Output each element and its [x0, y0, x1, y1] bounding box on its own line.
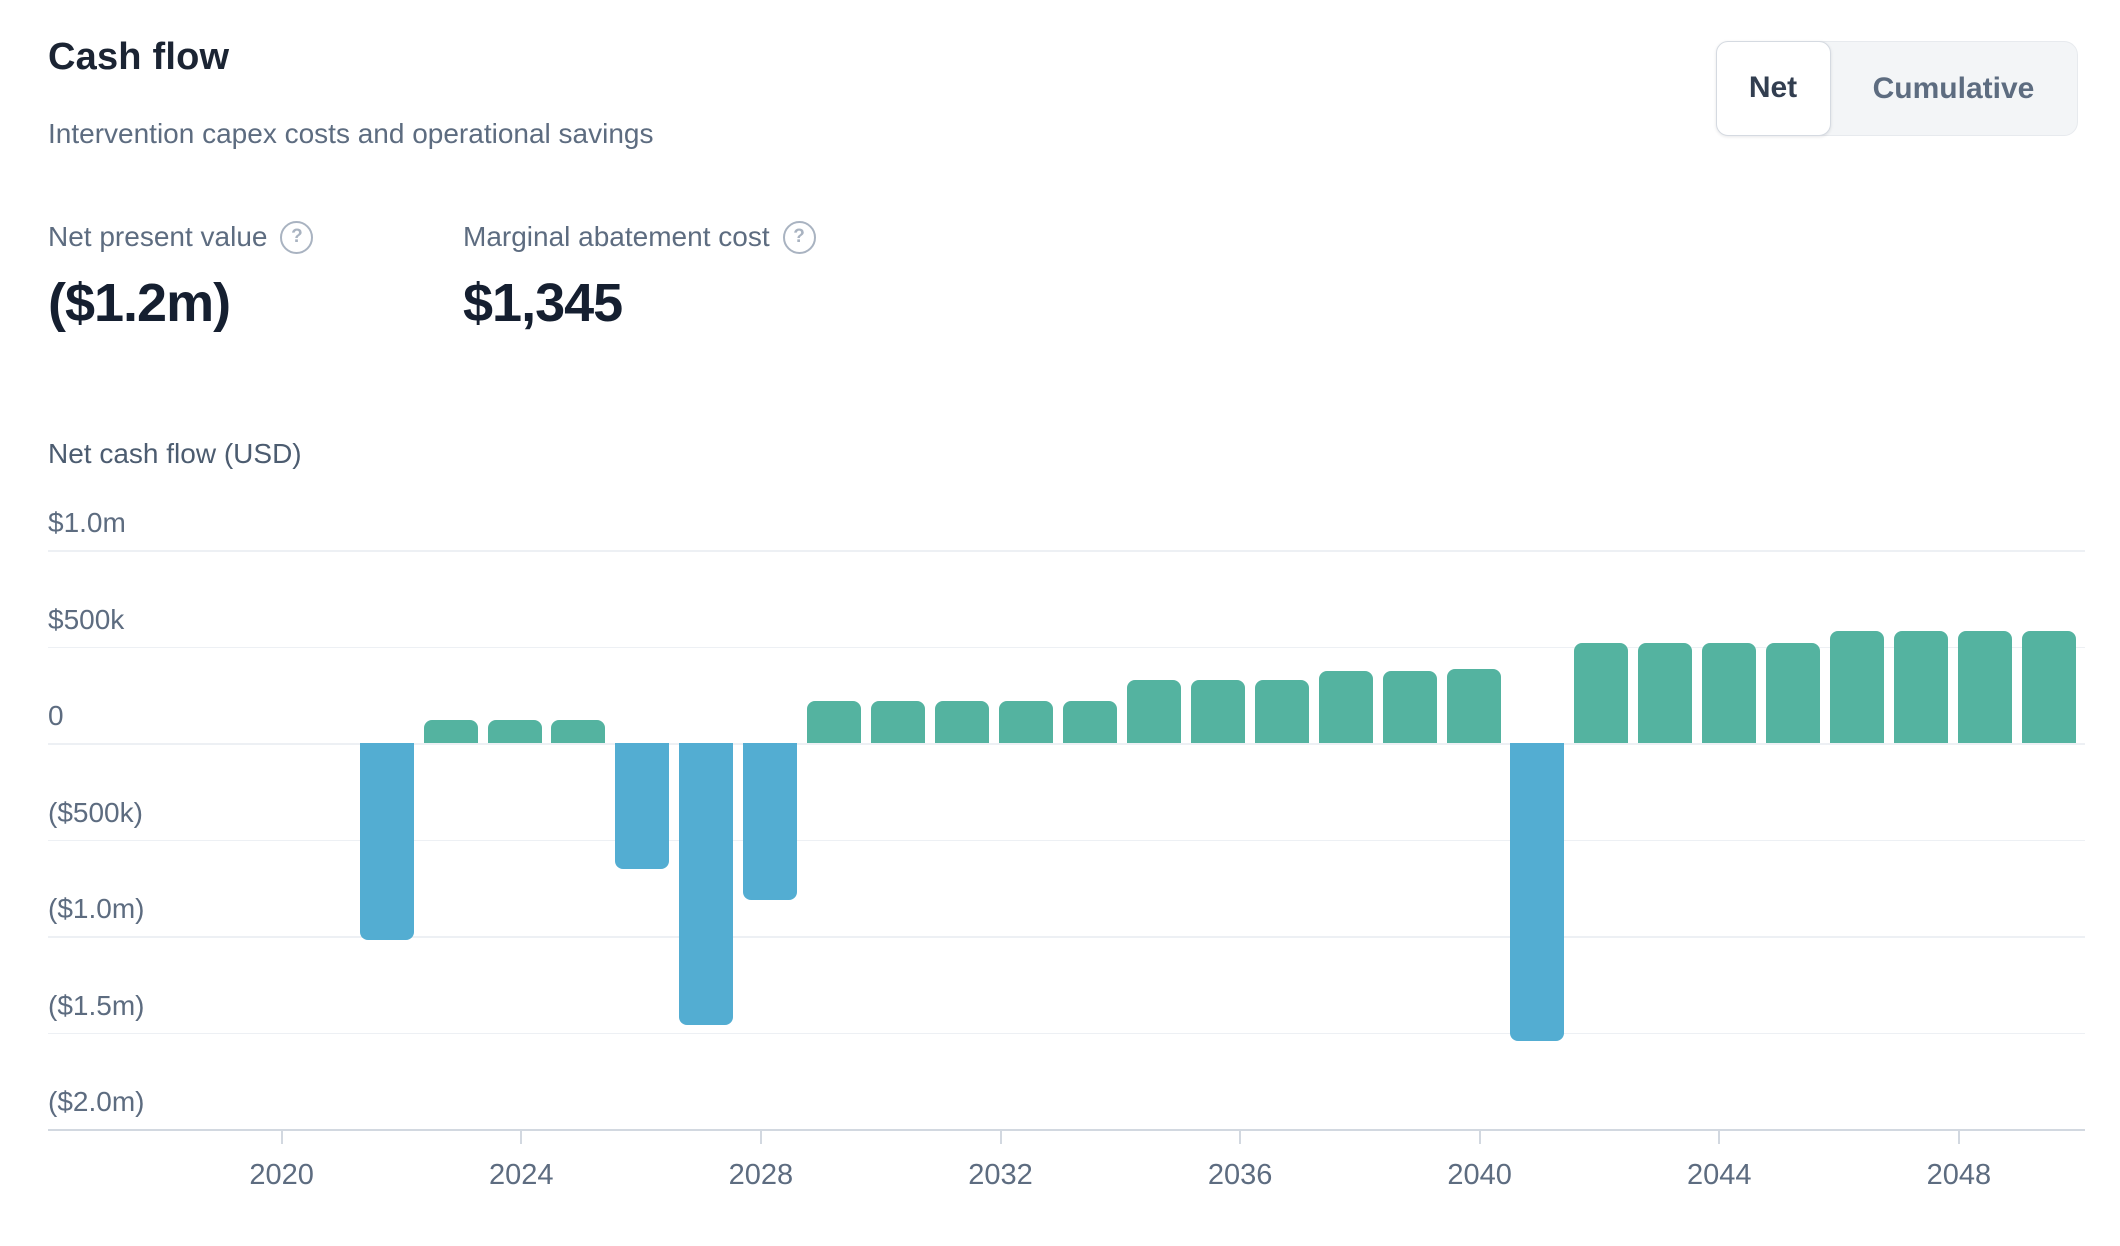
x-tick-label: 2036	[1207, 1159, 1273, 1192]
bar-2031[interactable]	[935, 700, 990, 744]
x-axis-tick	[1957, 1131, 1960, 1145]
bar-2037[interactable]	[1318, 670, 1373, 744]
y-tick-label: 0	[48, 700, 64, 732]
net-cumulative-toggle: Net Cumulative	[1715, 40, 2078, 136]
x-tick-label: 2024	[489, 1159, 554, 1192]
page-title: Cash flow	[48, 36, 230, 78]
x-tick-label: 2032	[968, 1159, 1033, 1192]
y-tick-label: ($1.0m)	[48, 893, 145, 925]
toggle-cumulative-button[interactable]: Cumulative	[1872, 71, 2035, 105]
toggle-net-button[interactable]: Net	[1715, 40, 1831, 136]
bar-2046[interactable]	[1894, 631, 1949, 744]
bar-2035[interactable]	[1190, 679, 1245, 744]
x-tick-label: 2040	[1447, 1159, 1512, 1192]
y-axis-title: Net cash flow (USD)	[48, 438, 302, 469]
x-axis-tick	[759, 1131, 762, 1145]
gridline	[48, 1032, 2085, 1035]
bar-2025[interactable]	[551, 720, 606, 744]
x-axis-tick	[1239, 1131, 1242, 1145]
bar-2032[interactable]	[999, 700, 1053, 744]
bar-2036[interactable]	[1254, 679, 1309, 744]
metric-value: ($1.2m)	[48, 273, 231, 333]
bar-2047[interactable]	[1957, 631, 2012, 744]
page-subtitle: Intervention capex costs and operational…	[48, 118, 654, 149]
metric-value: $1,345	[463, 273, 623, 333]
x-axis-tick	[1718, 1131, 1721, 1145]
x-tick-label: 2028	[728, 1159, 794, 1192]
gridline	[48, 646, 2085, 649]
metric-marginal-abatement-cost: Marginal abatement cost ? $1,345	[463, 220, 816, 334]
gridline	[48, 1129, 2085, 1132]
bar-2022[interactable]	[359, 743, 414, 941]
y-tick-label: $1.0m	[48, 507, 126, 539]
bar-2026[interactable]	[615, 743, 670, 869]
x-axis-tick	[520, 1131, 523, 1145]
x-axis-tick	[999, 1131, 1002, 1145]
bar-2029[interactable]	[807, 700, 862, 744]
y-tick-label: ($500k)	[48, 796, 143, 828]
x-tick-label: 2048	[1926, 1159, 1992, 1192]
bar-2038[interactable]	[1382, 670, 1437, 744]
bar-2034[interactable]	[1126, 679, 1181, 744]
bar-2044[interactable]	[1766, 642, 1821, 744]
gridline	[48, 743, 2085, 745]
bar-2039[interactable]	[1446, 668, 1501, 744]
bar-2033[interactable]	[1062, 700, 1117, 744]
gridline	[48, 550, 2085, 552]
help-icon[interactable]: ?	[782, 220, 816, 254]
bar-2048[interactable]	[2021, 631, 2076, 744]
y-tick-label: ($2.0m)	[48, 1086, 145, 1118]
bar-2040[interactable]	[1510, 743, 1565, 1041]
bar-2024[interactable]	[487, 720, 542, 744]
bar-2045[interactable]	[1830, 631, 1885, 744]
x-tick-label: 2020	[249, 1159, 314, 1192]
metric-label: Net present value	[48, 221, 268, 252]
bar-2043[interactable]	[1702, 642, 1757, 744]
x-tick-label: 2044	[1687, 1159, 1752, 1192]
bar-2028[interactable]	[743, 743, 798, 900]
metric-label: Marginal abatement cost	[463, 221, 770, 252]
help-icon[interactable]: ?	[280, 220, 314, 254]
bar-2042[interactable]	[1638, 642, 1693, 744]
bar-2023[interactable]	[423, 720, 478, 744]
bar-2030[interactable]	[871, 700, 926, 744]
bar-2027[interactable]	[679, 743, 734, 1026]
gridline	[48, 936, 2085, 938]
y-tick-label: $500k	[48, 603, 125, 635]
metric-label-row: Net present value ?	[48, 220, 314, 254]
y-tick-label: ($1.5m)	[48, 989, 145, 1021]
x-axis-tick	[1478, 1131, 1481, 1145]
metric-label-row: Marginal abatement cost ?	[463, 220, 816, 254]
bar-2041[interactable]	[1574, 642, 1629, 744]
gridline	[48, 839, 2085, 842]
metric-net-present-value: Net present value ? ($1.2m)	[48, 220, 314, 334]
x-axis-tick	[280, 1131, 283, 1145]
